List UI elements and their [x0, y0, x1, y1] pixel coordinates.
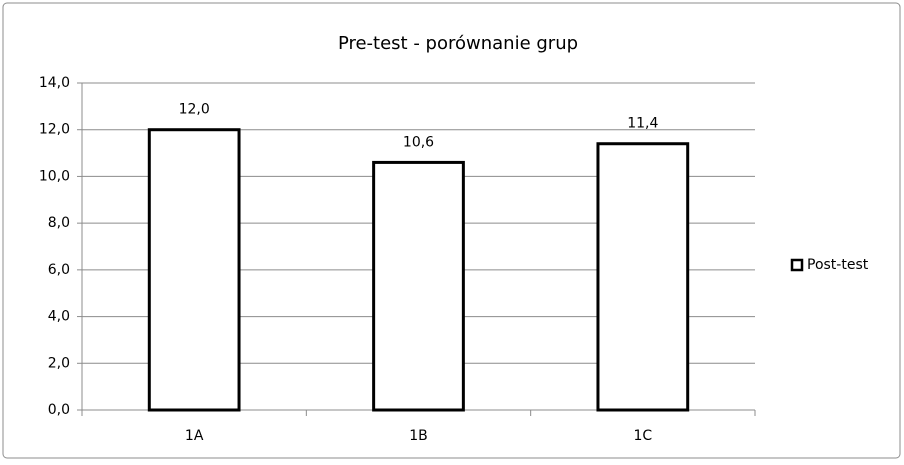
y-tick-label: 8,0 [48, 215, 70, 231]
legend-label: Post-test [807, 257, 869, 273]
y-tick-label: 2,0 [48, 355, 70, 371]
value-label: 10,6 [403, 134, 434, 150]
y-tick-label: 4,0 [48, 309, 70, 325]
chart-title: Pre-test - porównanie grup [338, 33, 578, 54]
x-tick-label: 1B [409, 428, 428, 444]
legend-swatch [790, 258, 804, 272]
value-label: 12,0 [179, 102, 210, 118]
bar [372, 160, 465, 412]
y-tick-label: 12,0 [39, 122, 70, 138]
y-tick-label: 0,0 [48, 402, 70, 418]
bar [147, 128, 241, 412]
x-tick-label: 1C [633, 428, 652, 444]
y-tick-label: 10,0 [39, 168, 70, 184]
y-tick-label: 6,0 [48, 262, 70, 278]
y-tick-label: 14,0 [39, 75, 70, 91]
value-label: 11,4 [627, 116, 658, 132]
x-tick-label: 1A [185, 428, 204, 444]
bar [596, 142, 690, 412]
